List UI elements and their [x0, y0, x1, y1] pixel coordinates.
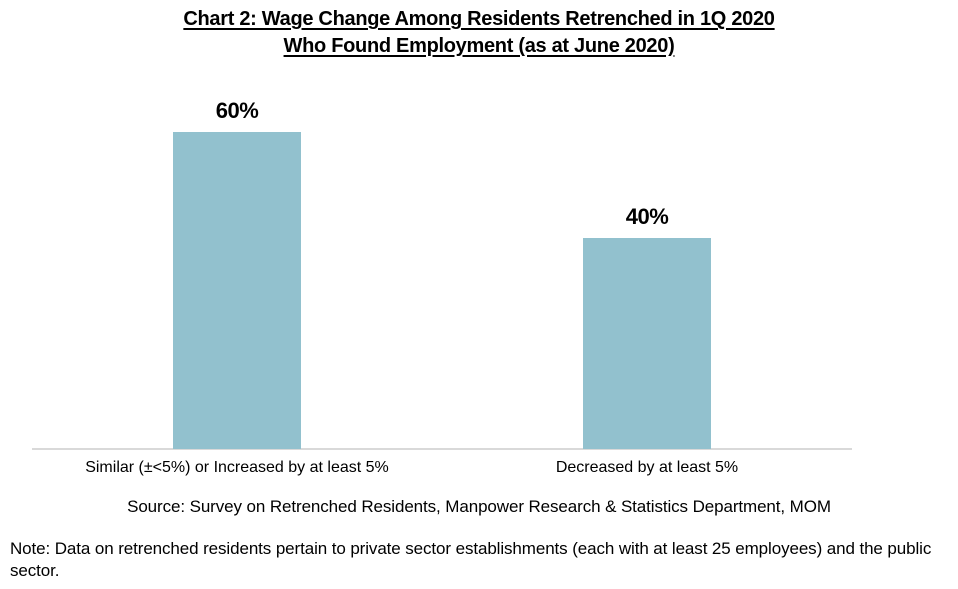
category-label-decreased: Decreased by at least 5%: [555, 459, 739, 476]
bar-group-decreased: 40%: [583, 204, 711, 449]
x-axis-line: [32, 448, 852, 450]
bar-decreased: [583, 238, 711, 449]
chart-title: Chart 2: Wage Change Among Residents Ret…: [0, 6, 958, 60]
bar-similar-or-increased: [173, 132, 301, 449]
category-label-similar-or-increased: Similar (±<5%) or Increased by at least …: [85, 459, 389, 476]
chart-title-line-2: Who Found Employment (as at June 2020): [283, 35, 675, 57]
bar-value-label: 60%: [215, 98, 259, 123]
bar-value-label: 40%: [625, 204, 669, 229]
note-text: Note: Data on retrenched residents perta…: [10, 539, 932, 580]
source-text: Source: Survey on Retrenched Residents, …: [127, 497, 831, 516]
bar-group-similar-or-increased: 60%: [173, 98, 301, 449]
chart-title-line-1: Chart 2: Wage Change Among Residents Ret…: [183, 8, 775, 30]
